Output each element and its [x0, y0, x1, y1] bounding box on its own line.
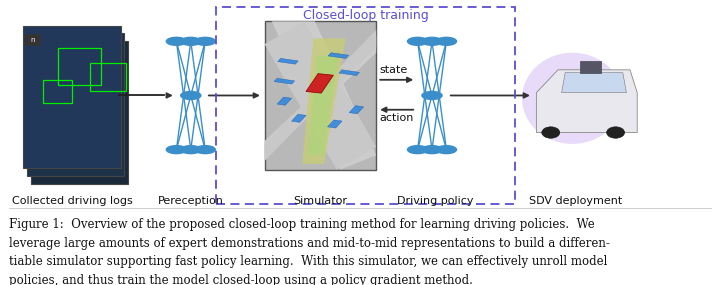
Circle shape [181, 37, 201, 45]
Polygon shape [265, 36, 376, 158]
Text: Simulator: Simulator [294, 196, 347, 206]
Text: Figure 1:  Overview of the proposed closed-loop training method for learning dri: Figure 1: Overview of the proposed close… [9, 218, 595, 231]
Circle shape [181, 91, 201, 99]
Circle shape [422, 146, 442, 154]
Bar [30, 41, 128, 184]
Ellipse shape [522, 53, 623, 144]
Text: Pereception: Pereception [158, 196, 224, 206]
Circle shape [166, 37, 186, 45]
Circle shape [195, 37, 215, 45]
Text: SDV deployment: SDV deployment [529, 196, 623, 206]
FancyBboxPatch shape [24, 34, 40, 46]
Text: action: action [379, 113, 414, 123]
Circle shape [408, 146, 428, 154]
Circle shape [422, 37, 442, 45]
Bar [274, 78, 294, 84]
Bar [43, 80, 72, 103]
Ellipse shape [541, 127, 560, 138]
Circle shape [166, 146, 186, 154]
Text: state: state [379, 65, 408, 75]
Text: Driving policy: Driving policy [397, 196, 474, 206]
Circle shape [436, 146, 456, 154]
Bar [306, 74, 333, 93]
Bar [265, 21, 376, 170]
Circle shape [436, 37, 456, 45]
Bar [349, 106, 364, 114]
Text: Collected driving logs: Collected driving logs [12, 196, 132, 206]
Circle shape [195, 146, 215, 154]
Polygon shape [265, 21, 376, 170]
Polygon shape [265, 30, 376, 161]
Bar [339, 70, 359, 76]
Bar [580, 61, 601, 73]
Text: n: n [30, 37, 35, 43]
Polygon shape [562, 73, 626, 93]
Bar [90, 63, 126, 91]
Bar [328, 53, 348, 58]
Ellipse shape [606, 127, 625, 138]
Text: Closed-loop training: Closed-loop training [302, 9, 428, 22]
Bar [58, 48, 101, 86]
Bar [23, 26, 121, 168]
Circle shape [422, 91, 442, 99]
Polygon shape [307, 56, 338, 155]
Polygon shape [536, 70, 637, 133]
Text: policies, and thus train the model closed-loop using a policy gradient method.: policies, and thus train the model close… [9, 274, 472, 285]
Polygon shape [272, 21, 376, 170]
Circle shape [181, 146, 201, 154]
Circle shape [408, 37, 428, 45]
Bar [328, 120, 342, 128]
Text: tiable simulator supporting fast policy learning.  With this simulator, we can e: tiable simulator supporting fast policy … [9, 255, 607, 268]
Bar [27, 33, 125, 176]
Polygon shape [302, 38, 346, 164]
Text: leverage large amounts of expert demonstrations and mid-to-mid representations t: leverage large amounts of expert demonst… [9, 237, 610, 250]
Bar [278, 58, 298, 64]
Bar [277, 97, 292, 105]
Bar [292, 114, 306, 122]
